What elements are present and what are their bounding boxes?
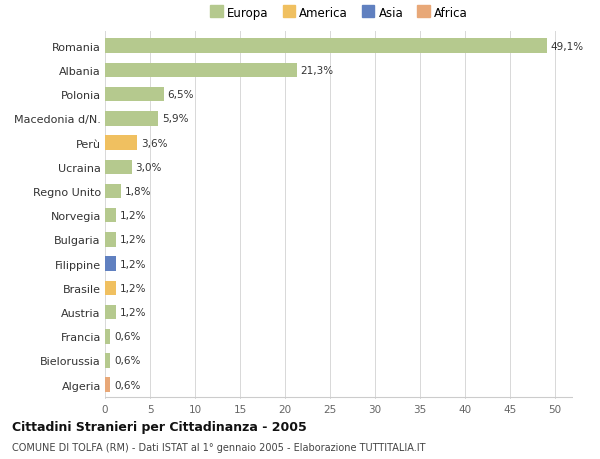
Text: 1,2%: 1,2% (119, 235, 146, 245)
Bar (105, 39, 547, 54)
Bar (105, 329, 110, 344)
Text: 0,6%: 0,6% (114, 356, 140, 366)
Bar (105, 63, 297, 78)
Bar (105, 305, 116, 319)
Bar (105, 378, 110, 392)
Text: 1,8%: 1,8% (125, 186, 151, 196)
Bar (105, 353, 110, 368)
Bar (105, 281, 116, 296)
Text: 1,2%: 1,2% (119, 259, 146, 269)
Text: 21,3%: 21,3% (300, 66, 334, 76)
Bar (105, 88, 163, 102)
Legend: Europa, America, Asia, Africa: Europa, America, Asia, Africa (208, 5, 470, 22)
Bar (105, 136, 137, 151)
Text: COMUNE DI TOLFA (RM) - Dati ISTAT al 1° gennaio 2005 - Elaborazione TUTTITALIA.I: COMUNE DI TOLFA (RM) - Dati ISTAT al 1° … (12, 442, 425, 452)
Text: 3,6%: 3,6% (141, 138, 167, 148)
Text: 1,2%: 1,2% (119, 308, 146, 317)
Text: 1,2%: 1,2% (119, 283, 146, 293)
Bar (105, 112, 158, 126)
Text: 5,9%: 5,9% (162, 114, 188, 124)
Bar (105, 185, 121, 199)
Bar (105, 160, 132, 175)
Text: 1,2%: 1,2% (119, 211, 146, 221)
Text: 49,1%: 49,1% (551, 42, 584, 51)
Bar (105, 208, 116, 223)
Text: Cittadini Stranieri per Cittadinanza - 2005: Cittadini Stranieri per Cittadinanza - 2… (12, 420, 307, 433)
Text: 3,0%: 3,0% (136, 162, 162, 173)
Text: 6,5%: 6,5% (167, 90, 194, 100)
Bar (105, 233, 116, 247)
Text: 0,6%: 0,6% (114, 380, 140, 390)
Text: 0,6%: 0,6% (114, 331, 140, 341)
Bar (105, 257, 116, 271)
